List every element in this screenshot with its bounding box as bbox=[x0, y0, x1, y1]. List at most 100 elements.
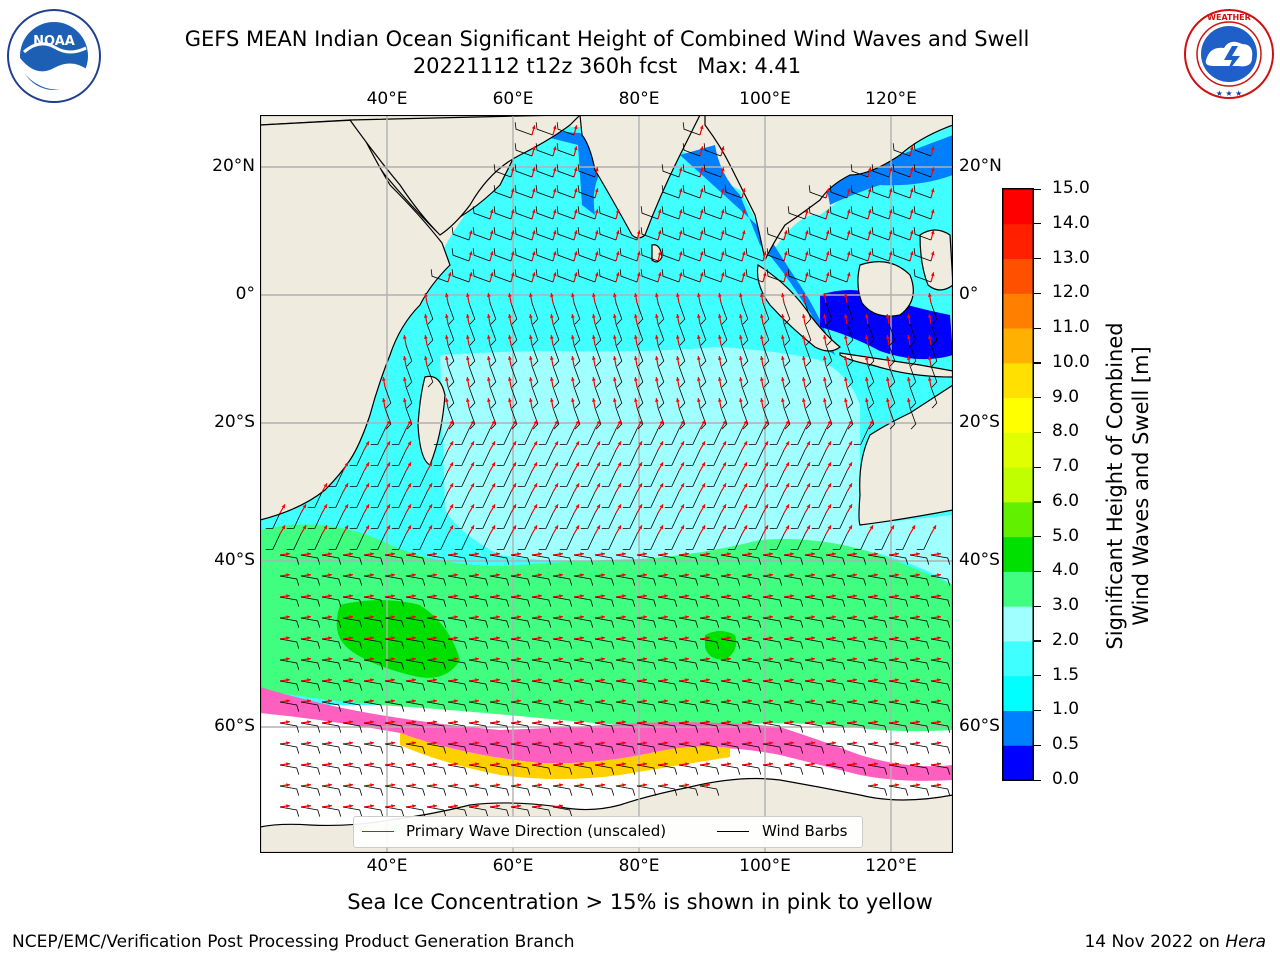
wind-barb bbox=[510, 764, 531, 775]
wind-barb bbox=[535, 122, 554, 136]
wave-direction-arrowhead bbox=[769, 720, 773, 724]
wind-barb bbox=[573, 785, 594, 796]
wave-direction-arrowhead bbox=[286, 552, 290, 556]
wind-barb bbox=[426, 302, 434, 325]
wave-direction-arrowhead bbox=[664, 657, 668, 661]
wind-barb bbox=[846, 680, 867, 691]
wave-direction-arrowhead bbox=[307, 720, 311, 724]
wind-barb bbox=[531, 764, 552, 775]
wave-direction-arrowhead bbox=[811, 762, 815, 766]
wind-barb bbox=[472, 206, 491, 220]
wind-barb bbox=[598, 248, 617, 262]
colorbar-tick-label: 4.0 bbox=[1052, 560, 1080, 581]
wind-barb bbox=[286, 512, 302, 530]
wind-barb bbox=[279, 680, 300, 691]
wave-direction-arrowhead bbox=[685, 636, 689, 640]
wind-barb bbox=[370, 533, 386, 551]
wind-barb bbox=[741, 365, 749, 388]
wave-direction-arrowhead bbox=[475, 615, 479, 619]
colorbar-tick-mark bbox=[1034, 640, 1041, 642]
wind-barb bbox=[594, 407, 602, 430]
wave-direction-arrowhead bbox=[573, 146, 578, 151]
wave-direction-arrowhead bbox=[580, 594, 584, 598]
wind-barb bbox=[888, 785, 909, 796]
wave-direction-arrowhead bbox=[454, 615, 458, 619]
wind-barb bbox=[619, 269, 638, 283]
wave-direction-arrowhead bbox=[801, 356, 806, 360]
wave-direction-arrowhead bbox=[580, 783, 584, 787]
wind-barb bbox=[850, 185, 869, 199]
wave-direction-arrowhead bbox=[937, 678, 941, 682]
wind-barb bbox=[577, 248, 596, 262]
wave-direction-arrowhead bbox=[573, 125, 578, 130]
wave-direction-arrowhead bbox=[517, 678, 521, 682]
wind-barb bbox=[552, 596, 573, 607]
wave-direction-arrowhead bbox=[853, 741, 857, 745]
wind-barb bbox=[531, 407, 539, 430]
wind-barb bbox=[825, 302, 833, 325]
lat-tick-label-right: 20°N bbox=[959, 156, 1002, 176]
wave-direction-arrowhead bbox=[804, 209, 809, 214]
wind-barb bbox=[741, 344, 749, 367]
wind-barb bbox=[909, 764, 930, 775]
wave-direction-arrowhead bbox=[748, 615, 752, 619]
wind-barb bbox=[279, 575, 300, 586]
wind-barb bbox=[769, 512, 785, 530]
wind-barb bbox=[412, 491, 428, 509]
wave-direction-arrowhead bbox=[895, 678, 899, 682]
wind-barb bbox=[489, 743, 510, 754]
colorbar-tick-label: 6.0 bbox=[1052, 490, 1080, 511]
wave-direction-arrowhead bbox=[738, 293, 743, 297]
wind-barb bbox=[594, 344, 602, 367]
wind-barb bbox=[913, 248, 932, 262]
wind-barb bbox=[678, 743, 699, 754]
wind-barb bbox=[510, 617, 531, 628]
wave-direction-arrowhead bbox=[412, 762, 416, 766]
wind-barb bbox=[699, 323, 707, 346]
wind-barb bbox=[510, 638, 531, 649]
wind-barb bbox=[384, 659, 405, 670]
wind-barb bbox=[535, 269, 554, 283]
wind-barb bbox=[468, 365, 476, 388]
wave-direction-arrowhead bbox=[307, 762, 311, 766]
wind-barb bbox=[552, 638, 573, 649]
colorbar-tick-mark bbox=[1034, 466, 1041, 468]
wave-direction-arrowhead bbox=[895, 615, 899, 619]
wave-direction-arrowhead bbox=[785, 525, 789, 530]
wind-barb bbox=[825, 575, 846, 586]
wave-direction-arrowhead bbox=[659, 525, 663, 530]
wind-barb bbox=[451, 248, 470, 262]
wind-barb bbox=[426, 323, 434, 346]
wave-direction-arrowhead bbox=[701, 483, 705, 488]
wave-direction-arrowhead bbox=[307, 573, 311, 577]
wave-direction-arrowhead bbox=[822, 335, 827, 339]
wind-barb bbox=[342, 659, 363, 670]
wind-barb bbox=[447, 302, 455, 325]
chart-subtitle: 20221112 t12z 360h fcst Max: 4.41 bbox=[412, 54, 802, 78]
wind-barb bbox=[636, 323, 644, 346]
colorbar-segment bbox=[1003, 362, 1033, 399]
wind-barb bbox=[370, 512, 386, 530]
wave-direction-arrowhead bbox=[552, 167, 557, 172]
wind-barb bbox=[657, 701, 678, 712]
wave-direction-arrowhead bbox=[573, 272, 578, 277]
wind-barb bbox=[405, 365, 413, 388]
wave-direction-arrowhead bbox=[867, 251, 872, 256]
wave-direction-arrowhead bbox=[930, 167, 935, 172]
wind-barb bbox=[867, 638, 888, 649]
wave-direction-arrowhead bbox=[874, 573, 878, 577]
wind-barb bbox=[384, 764, 405, 775]
wind-barb bbox=[363, 554, 384, 565]
wind-barb bbox=[762, 386, 770, 409]
wind-barb bbox=[447, 701, 468, 712]
wave-direction-arrowhead bbox=[612, 335, 617, 339]
wave-direction-arrowhead bbox=[706, 783, 710, 787]
wave-direction-arrowhead bbox=[491, 525, 495, 530]
wind-barb bbox=[601, 428, 617, 446]
wave-direction-arrowhead bbox=[433, 783, 437, 787]
wind-barb bbox=[678, 701, 699, 712]
wave-direction-arrowhead bbox=[764, 525, 768, 530]
wind-barb bbox=[741, 764, 762, 775]
wind-barb bbox=[892, 143, 911, 157]
colorbar-tick-mark bbox=[1034, 501, 1041, 503]
